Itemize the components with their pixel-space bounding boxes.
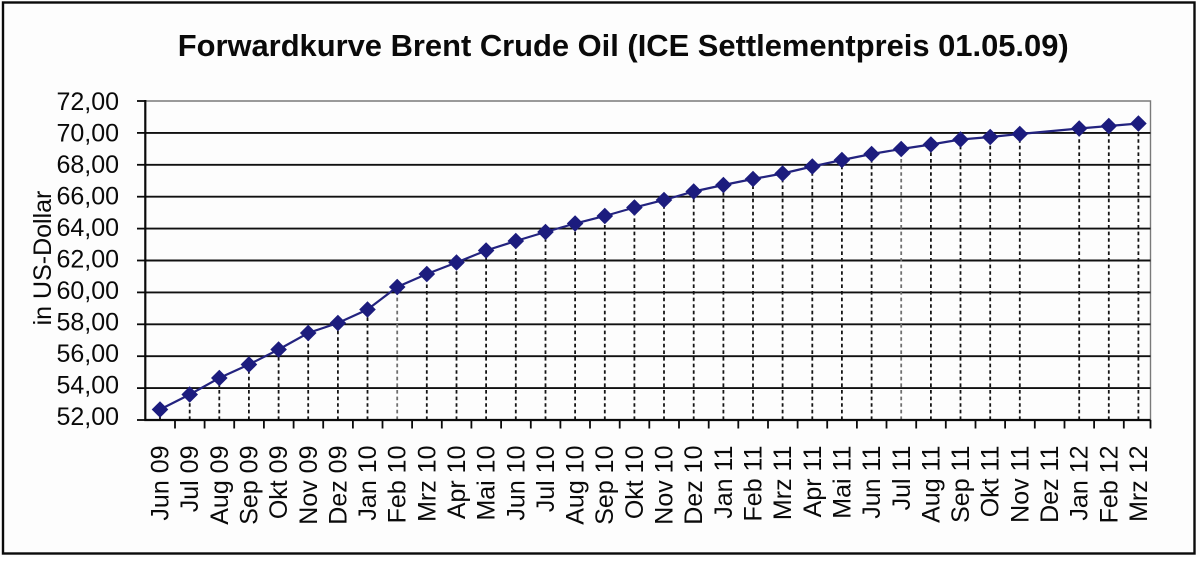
svg-text:Jun 11: Jun 11 [858,446,886,519]
svg-text:Okt 10: Okt 10 [621,446,649,520]
svg-text:Mrz 11: Mrz 11 [769,446,797,521]
svg-text:Jun 09: Jun 09 [147,446,175,521]
svg-text:Feb 10: Feb 10 [384,446,412,524]
svg-text:58,00: 58,00 [56,309,119,337]
svg-text:Jul 10: Jul 10 [532,446,560,513]
svg-text:Feb 12: Feb 12 [1095,446,1123,524]
svg-text:70,00: 70,00 [56,120,119,148]
svg-text:Apr 10: Apr 10 [443,446,471,520]
svg-text:Forwardkurve Brent Crude Oil (: Forwardkurve Brent Crude Oil (ICE Settle… [178,28,1069,63]
svg-text:Sep 09: Sep 09 [235,446,263,525]
svg-text:Sep 11: Sep 11 [947,446,975,523]
svg-text:Feb 11: Feb 11 [740,446,768,522]
svg-text:64,00: 64,00 [56,214,119,242]
svg-text:Nov 10: Nov 10 [651,446,679,525]
svg-text:Nov 09: Nov 09 [295,446,323,525]
svg-text:Jan 12: Jan 12 [1066,446,1094,521]
svg-text:56,00: 56,00 [56,340,119,368]
svg-text:in US-Dollar: in US-Dollar [29,191,57,326]
svg-text:Dez 11: Dez 11 [1036,446,1064,523]
svg-text:Apr 11: Apr 11 [799,446,827,518]
svg-text:Mai 10: Mai 10 [473,446,501,521]
svg-text:Jul 11: Jul 11 [888,446,916,511]
svg-text:Jul 09: Jul 09 [176,446,204,513]
svg-text:Dez 10: Dez 10 [680,446,708,525]
svg-text:Mai 11: Mai 11 [828,446,856,519]
svg-text:Aug 11: Aug 11 [917,446,945,523]
svg-text:Aug 10: Aug 10 [562,446,590,525]
svg-text:68,00: 68,00 [56,151,119,179]
svg-text:Nov 11: Nov 11 [1006,446,1034,523]
svg-text:Dez 09: Dez 09 [324,446,352,525]
svg-text:Mrz 12: Mrz 12 [1125,446,1153,522]
svg-text:Jan 10: Jan 10 [354,446,382,521]
svg-text:66,00: 66,00 [56,183,119,211]
svg-text:Mrz 10: Mrz 10 [413,446,441,522]
svg-text:Jan 11: Jan 11 [710,446,738,519]
svg-text:Sep 10: Sep 10 [591,446,619,525]
svg-text:Jun 10: Jun 10 [502,446,530,521]
svg-text:52,00: 52,00 [56,403,119,431]
svg-text:Okt 11: Okt 11 [977,446,1005,518]
svg-text:62,00: 62,00 [56,246,119,274]
svg-text:60,00: 60,00 [56,277,119,305]
svg-text:54,00: 54,00 [56,372,119,400]
svg-text:Okt 09: Okt 09 [265,446,293,520]
svg-text:72,00: 72,00 [56,88,119,116]
svg-text:Aug 09: Aug 09 [206,446,234,525]
